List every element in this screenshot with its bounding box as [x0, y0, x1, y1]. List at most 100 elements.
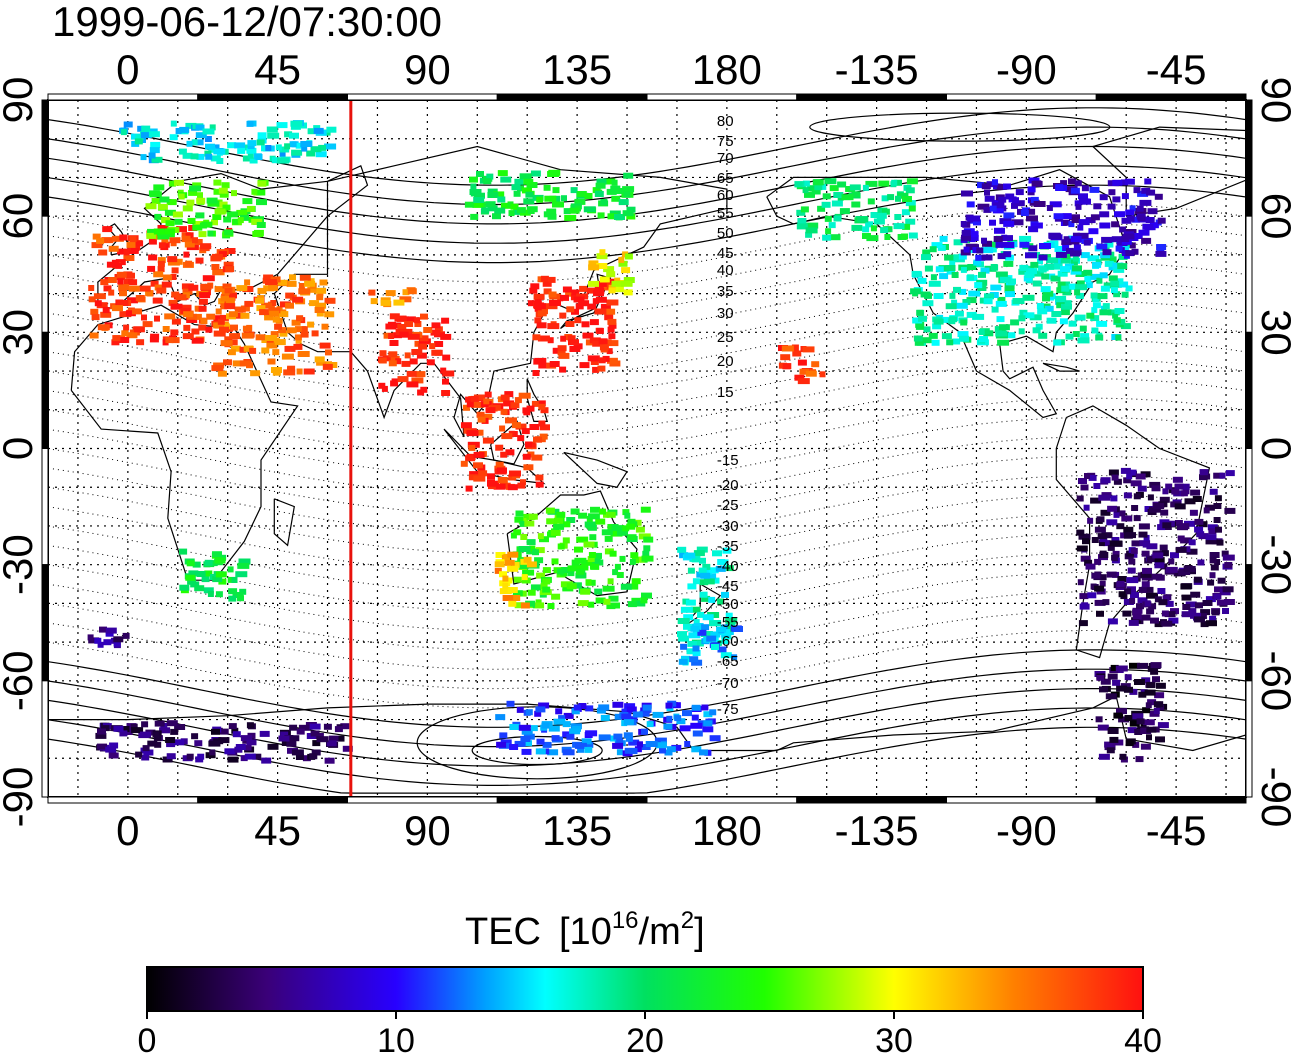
tec-cell [989, 219, 996, 226]
tec-cell [116, 271, 127, 278]
tec-cell [586, 287, 596, 294]
tec-cell [1154, 701, 1164, 708]
tec-cell [202, 128, 215, 135]
frame-band [41, 680, 49, 798]
tec-cell [296, 315, 304, 322]
tec-cell [228, 723, 237, 730]
tec-cell [1003, 212, 1015, 219]
tec-cell [1083, 239, 1091, 246]
tec-cell [404, 352, 411, 359]
tec-cell [1076, 529, 1085, 536]
tec-cell [1137, 485, 1147, 492]
tec-cell [548, 725, 560, 732]
magnetic-contour [48, 320, 1246, 399]
tec-cell [219, 191, 229, 198]
tec-cell [797, 359, 807, 366]
tec-cell [1110, 664, 1119, 671]
tec-cell [1143, 534, 1150, 541]
tec-cell [1150, 617, 1159, 624]
tec-cell [88, 637, 100, 644]
tec-cell [196, 571, 206, 577]
tec-cell [195, 257, 204, 264]
tec-cell [1084, 276, 1092, 282]
tec-cell [684, 552, 696, 559]
tec-cell [172, 211, 183, 218]
tec-cell [1219, 472, 1226, 479]
tec-cell [392, 332, 402, 339]
tec-cell [1055, 184, 1064, 191]
tec-cell [992, 202, 1005, 209]
tec-cell [711, 644, 719, 650]
tec-cell [1094, 585, 1105, 592]
tec-cell [573, 296, 585, 303]
tec-cell [430, 329, 441, 336]
tec-cell [213, 330, 226, 337]
tec-cell [517, 482, 526, 489]
tec-cell [677, 631, 687, 638]
tec-cell [287, 365, 296, 372]
tec-cell [620, 583, 632, 590]
tec-cell [594, 588, 603, 595]
tec-cell [423, 327, 433, 333]
tec-cell [966, 297, 977, 304]
tec-cell [465, 485, 473, 492]
tec-cell [1147, 665, 1154, 672]
tec-cell [623, 289, 633, 296]
tec-cell [821, 201, 831, 208]
tec-cell [219, 323, 230, 330]
tec-cell [569, 346, 581, 352]
tec-cell [703, 568, 712, 575]
tec-cell [794, 374, 805, 381]
tec-cell [521, 574, 528, 581]
tec-cell [677, 618, 690, 624]
tec-cell [301, 145, 308, 152]
tec-cell [671, 744, 682, 751]
tec-cell [1161, 620, 1173, 627]
tec-cell [195, 212, 205, 219]
tec-cell [105, 627, 117, 634]
tec-cell [93, 293, 106, 300]
tec-cell [185, 122, 197, 129]
tec-cell [1144, 178, 1152, 185]
tec-cell [982, 240, 992, 247]
tec-cell [817, 205, 826, 212]
tec-cell [1100, 252, 1111, 259]
tec-cell [1038, 254, 1048, 261]
tec-cell [829, 185, 839, 192]
tec-cell [96, 237, 105, 244]
magnetic-label: 15 [717, 384, 734, 401]
tec-cell [592, 298, 599, 305]
tec-cell [1107, 203, 1116, 210]
tec-cell [562, 731, 571, 738]
tec-cell [148, 254, 158, 261]
tec-cell [109, 742, 119, 749]
tec-cell [500, 176, 512, 183]
tec-cell [1132, 607, 1143, 614]
tec-cell [1092, 302, 1101, 309]
tec-cell [590, 359, 599, 365]
tec-cell [266, 342, 278, 349]
tec-cell [536, 196, 544, 203]
tec-cell [551, 735, 560, 742]
tec-cell [1020, 210, 1029, 216]
latitude-label: -90 [1253, 767, 1292, 828]
tec-cell [244, 300, 254, 307]
tec-cell [589, 534, 597, 541]
tec-cell [281, 353, 294, 360]
tec-cell [981, 247, 994, 254]
tec-cell [865, 180, 878, 187]
tec-cell [1081, 185, 1089, 192]
tec-cell [1104, 260, 1114, 267]
magnetic-contour [48, 204, 1246, 283]
tec-cell [266, 126, 278, 133]
tec-cell [1134, 729, 1143, 735]
tec-cell [514, 560, 526, 567]
tec-cell [515, 423, 527, 430]
tec-cell [535, 474, 544, 481]
tec-cell [295, 754, 304, 760]
tec-cell [416, 352, 427, 359]
tec-cell [1111, 221, 1120, 228]
tec-cell [623, 732, 633, 739]
longitude-label: 135 [542, 807, 612, 854]
tec-cell [619, 555, 626, 562]
